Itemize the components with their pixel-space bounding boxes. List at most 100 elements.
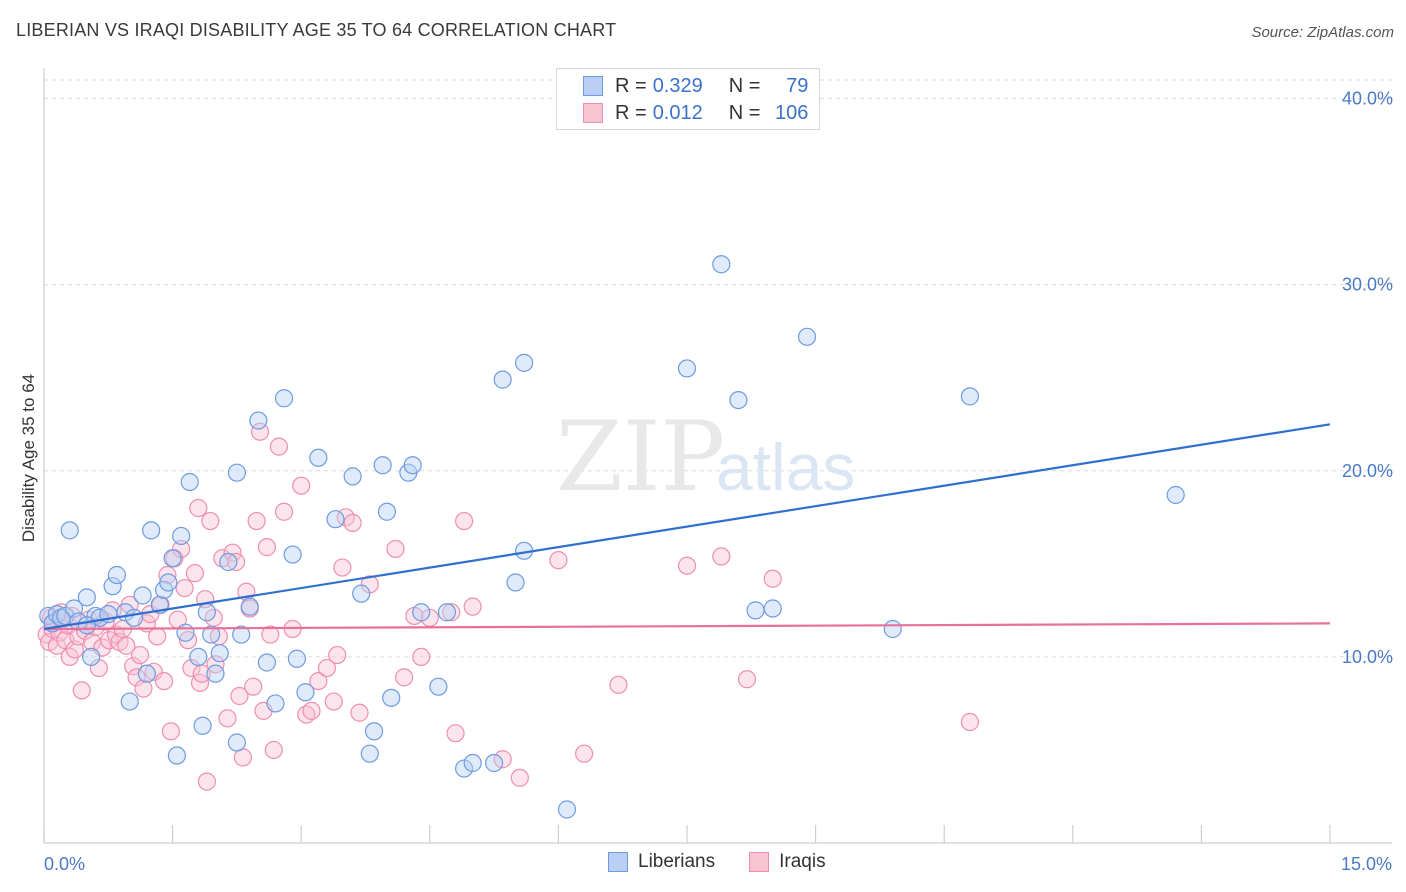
liberians-point	[1166, 485, 1185, 505]
legend-label: Iraqis	[779, 851, 826, 872]
iraqis-point	[134, 679, 153, 698]
watermark: ZIP atlas	[556, 401, 855, 513]
liberians-point	[227, 733, 246, 752]
liberians-point	[60, 521, 79, 540]
liberians-point	[797, 327, 817, 346]
liberians-point	[266, 694, 285, 713]
axes	[43, 68, 1392, 844]
r-value: 0.329	[652, 74, 703, 97]
liberians-point	[377, 502, 397, 521]
iraqis-point	[244, 677, 263, 696]
iraqis-point	[309, 671, 328, 691]
iraqis-point	[549, 551, 568, 570]
liberians-point	[202, 625, 221, 644]
tick-labels: 10.0% 20.0% 30.0% 40.0% 0.0% 15.0%	[44, 89, 1393, 874]
iraqis-swatch	[749, 852, 770, 872]
legend-row-liberians: R = 0.329 N = 79	[583, 73, 808, 99]
iraqis-point	[510, 768, 529, 787]
iraqis-point	[158, 565, 177, 585]
liberians-point	[193, 716, 212, 735]
y-tick-label: 10.0%	[1342, 647, 1393, 667]
legend-row-iraqis: R = 0.012 N = 106	[583, 100, 808, 126]
iraqis-point	[677, 556, 697, 575]
iraqis-point	[609, 675, 628, 694]
liberians-point	[137, 664, 156, 683]
liberians-point	[364, 722, 384, 741]
liberians-point	[274, 389, 294, 408]
iraqis-point	[230, 686, 249, 706]
x-tick-label: 15.0%	[1341, 854, 1392, 874]
liberians-point	[403, 456, 422, 475]
iraqis-point	[201, 511, 220, 531]
iraqis-point	[333, 558, 352, 577]
iraqis-point	[737, 670, 757, 689]
iraqis-point	[117, 636, 136, 655]
watermark-atlas: atlas	[716, 430, 855, 504]
liberians-point	[382, 688, 401, 707]
r-label: R =	[615, 74, 647, 97]
iraqis-point	[412, 647, 431, 667]
liberians-point	[82, 647, 101, 667]
iraqis-point	[261, 625, 280, 644]
iraqis-point	[178, 631, 198, 650]
series-legend: Liberians Iraqis	[608, 851, 860, 873]
liberians-point	[257, 653, 277, 672]
n-value: 79	[786, 74, 809, 97]
x-tick-label: 0.0%	[44, 854, 85, 874]
legend-label: Liberians	[638, 851, 716, 872]
liberians-point	[206, 664, 225, 683]
iraqis-point	[223, 543, 242, 562]
liberians-points	[39, 255, 1185, 819]
iraqis-point	[317, 658, 337, 678]
liberians-point	[343, 467, 362, 486]
iraqis-point	[190, 673, 210, 693]
liberians-point	[437, 603, 457, 622]
grid-lines	[44, 79, 1392, 658]
iraqis-point	[250, 422, 270, 441]
y-tick-label: 40.0%	[1342, 89, 1393, 109]
liberians-point	[515, 353, 534, 372]
liberians-point	[103, 577, 122, 596]
iraqis-point	[226, 552, 246, 572]
liberians-point	[485, 753, 504, 773]
n-value: 106	[775, 101, 809, 124]
liberians-point	[189, 647, 208, 667]
iraqis-point	[386, 539, 405, 559]
liberians-point	[120, 692, 139, 711]
iraqis-point	[257, 538, 277, 557]
liberians-point	[326, 510, 345, 529]
iraqis-point	[161, 722, 180, 741]
iraqis-points	[37, 422, 980, 791]
liberians-point	[159, 573, 178, 592]
liberians-point	[429, 677, 448, 696]
iraqis-point	[394, 668, 414, 687]
liberians-point	[729, 390, 748, 410]
liberians-point	[77, 588, 96, 607]
liberians-swatch	[583, 76, 603, 96]
iraqis-point	[206, 655, 225, 674]
iraqis-point	[127, 668, 146, 687]
iraqis-point	[575, 744, 594, 763]
legend-item-liberians[interactable]: Liberians	[608, 851, 715, 873]
iraqis-point	[343, 513, 362, 533]
liberians-point	[172, 526, 191, 546]
r-label: R =	[615, 101, 647, 124]
liberians-point	[77, 616, 96, 635]
liberians-point	[240, 597, 259, 616]
iraqis-point	[446, 724, 465, 743]
liberians-point	[197, 603, 216, 622]
iraqis-point	[454, 511, 474, 531]
n-label: N =	[728, 74, 761, 97]
liberians-point	[352, 584, 371, 603]
liberians-point	[107, 565, 126, 585]
liberians-point	[763, 599, 782, 618]
iraqis-point	[130, 645, 150, 665]
liberians-point	[712, 255, 731, 274]
liberians-point	[493, 370, 512, 389]
liberians-point	[219, 552, 238, 572]
liberians-point	[373, 456, 392, 475]
trendlines	[43, 423, 1331, 631]
liberians-point	[506, 573, 525, 592]
legend-item-iraqis[interactable]: Iraqis	[749, 851, 826, 873]
